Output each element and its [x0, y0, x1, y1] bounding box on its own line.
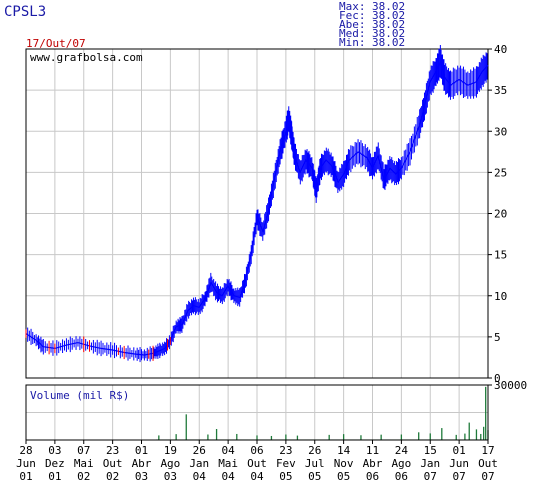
date-tick-year: 02 — [77, 470, 90, 483]
price-tick-label: 30 — [494, 125, 507, 138]
date-tick-year: 04 — [250, 470, 264, 483]
date-tick-month: Abr — [363, 457, 383, 470]
volume-label: Volume (mil R$) — [30, 389, 129, 402]
date-tick-year: 02 — [106, 470, 119, 483]
date-tick-day: 11 — [366, 444, 379, 457]
stat-label: Min: — [339, 36, 366, 49]
date-tick-month: Fev — [276, 457, 296, 470]
price-gridlines — [26, 49, 488, 378]
date-tick-month: Jun — [16, 457, 36, 470]
date-tick-day: 28 — [19, 444, 32, 457]
date-tick-year: 01 — [19, 470, 32, 483]
date-tick-year: 06 — [366, 470, 379, 483]
price-tick-label: 35 — [494, 84, 507, 97]
date-tick-month: Abr — [132, 457, 152, 470]
date-tick-month: Out — [247, 457, 267, 470]
date-tick-month: Ago — [391, 457, 411, 470]
date-tick-day: 01 — [135, 444, 148, 457]
stat-value: 38.02 — [372, 18, 405, 31]
stat-label: Med: — [339, 27, 366, 40]
price-tick-label: 25 — [494, 166, 507, 179]
date-tick-year: 04 — [222, 470, 236, 483]
price-stats: Max: 38.02 Fec: 38.02 Abe: 38.02 Med: 38.02 Min:… — [339, 0, 405, 49]
stat-label: Abe: — [339, 18, 366, 31]
date-tick-year: 01 — [48, 470, 61, 483]
date-tick-month: Mai — [74, 457, 94, 470]
stat-value: 38.02 — [372, 0, 405, 13]
date-tick-year: 07 — [481, 470, 494, 483]
date-tick-month: Jan — [420, 457, 440, 470]
price-tick-label: 10 — [494, 290, 507, 303]
stat-value: 38.02 — [372, 9, 405, 22]
date-tick-day: 14 — [337, 444, 351, 457]
date-tick-month: Dez — [45, 457, 65, 470]
stat-label: Fec: — [339, 9, 366, 22]
stat-label: Max: — [339, 0, 366, 13]
price-tick-label: 15 — [494, 249, 507, 262]
date-tick-day: 26 — [193, 444, 206, 457]
price-tick-label: 5 — [494, 331, 501, 344]
date-tick-year: 06 — [395, 470, 408, 483]
quote-date: 17/Out/07 — [26, 37, 86, 50]
date-tick-day: 23 — [279, 444, 292, 457]
date-tick-month: Mai — [218, 457, 238, 470]
date-tick-day: 01 — [453, 444, 466, 457]
watermark-url: www.grafbolsa.com — [30, 51, 143, 64]
date-tick-year: 05 — [337, 470, 350, 483]
date-tick-year: 03 — [164, 470, 177, 483]
date-tick-day: 26 — [308, 444, 321, 457]
date-tick-month: Jun — [449, 457, 469, 470]
date-tick-month: Out — [478, 457, 498, 470]
stat-value: 38.02 — [372, 27, 405, 40]
date-tick-day: 15 — [424, 444, 437, 457]
date-tick-year: 04 — [193, 470, 207, 483]
date-tick-day: 19 — [164, 444, 177, 457]
price-y-axis: 0 5 10 15 20 25 30 35 40 — [488, 43, 507, 385]
date-tick-day: 17 — [481, 444, 494, 457]
volume-gridlines — [26, 385, 488, 440]
stat-value: 38.02 — [372, 36, 405, 49]
date-tick-month: Ago — [160, 457, 180, 470]
date-tick-day: 23 — [106, 444, 119, 457]
date-tick-month: Out — [103, 457, 123, 470]
date-tick-year: 07 — [424, 470, 437, 483]
ticker-symbol: CPSL3 — [4, 4, 46, 20]
volume-y-axis: 30000 — [488, 379, 527, 392]
date-tick-day: 07 — [77, 444, 90, 457]
date-tick-year: 05 — [308, 470, 321, 483]
date-x-axis: 28Jun0103Dez0107Mai0223Out0201Abr0319Ago… — [16, 440, 498, 483]
price-series — [25, 45, 489, 363]
date-tick-day: 04 — [222, 444, 236, 457]
date-tick-year: 07 — [453, 470, 466, 483]
price-tick-label: 40 — [494, 43, 507, 56]
date-tick-month: Jan — [189, 457, 209, 470]
date-tick-month: Nov — [334, 457, 354, 470]
volume-tick-label: 30000 — [494, 379, 527, 392]
date-tick-day: 03 — [48, 444, 61, 457]
date-tick-year: 05 — [279, 470, 292, 483]
date-tick-day: 06 — [250, 444, 263, 457]
price-tick-label: 20 — [494, 208, 507, 221]
price-tick-label: 0 — [494, 372, 501, 385]
date-tick-year: 03 — [135, 470, 148, 483]
date-tick-month: Jul — [305, 457, 325, 470]
date-tick-day: 24 — [395, 444, 409, 457]
